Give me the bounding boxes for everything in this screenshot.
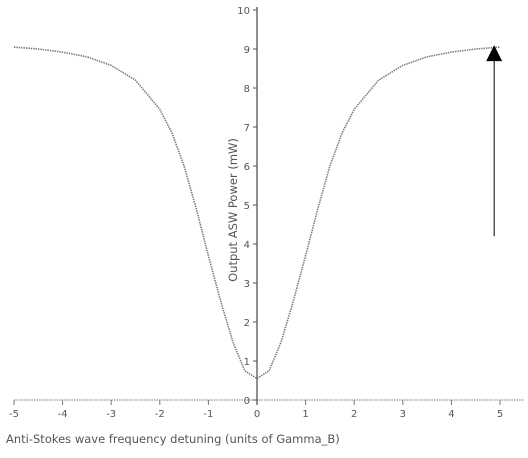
y-axis-label: Output ASW Power (mW) bbox=[226, 138, 240, 282]
x-tick-label: 4 bbox=[448, 409, 454, 420]
x-tick-label: 3 bbox=[400, 409, 406, 420]
y-tick-label: 6 bbox=[244, 162, 250, 173]
y-tick-label: 4 bbox=[244, 240, 250, 251]
plot-area bbox=[13, 46, 501, 380]
y-tick-label: 2 bbox=[244, 318, 250, 329]
y-tick-label: 1 bbox=[244, 357, 250, 368]
x-axis-label: Anti-Stokes wave frequency detuning (uni… bbox=[6, 432, 340, 446]
y-tick-label: 8 bbox=[244, 84, 250, 95]
x-tick-label: -5 bbox=[9, 409, 19, 420]
x-tick-label: -3 bbox=[106, 409, 116, 420]
x-tick-label: 0 bbox=[254, 409, 260, 420]
y-tick-label: 9 bbox=[244, 45, 250, 56]
y-tick-label: 7 bbox=[244, 123, 250, 134]
y-axis: 0 1 2 3 4 5 6 7 8 9 10 bbox=[237, 6, 258, 407]
x-tick-label: -2 bbox=[155, 409, 165, 420]
arrow-head bbox=[486, 45, 503, 62]
y-tick-label: 10 bbox=[237, 6, 250, 17]
annotations bbox=[486, 45, 503, 237]
x-tick-label: 1 bbox=[302, 409, 308, 420]
y-tick-label: 3 bbox=[244, 279, 250, 290]
x-tick-label: -1 bbox=[203, 409, 213, 420]
series-line bbox=[13, 46, 501, 380]
y-tick-label: 5 bbox=[244, 201, 250, 212]
x-tick-label: 5 bbox=[497, 409, 503, 420]
x-axis: -5 -4 -3 -2 -1 0 1 2 3 4 5 bbox=[9, 399, 524, 420]
y-tick-label: 0 bbox=[244, 396, 250, 407]
x-tick-label: 2 bbox=[351, 409, 357, 420]
x-tick-label: -4 bbox=[58, 409, 68, 420]
